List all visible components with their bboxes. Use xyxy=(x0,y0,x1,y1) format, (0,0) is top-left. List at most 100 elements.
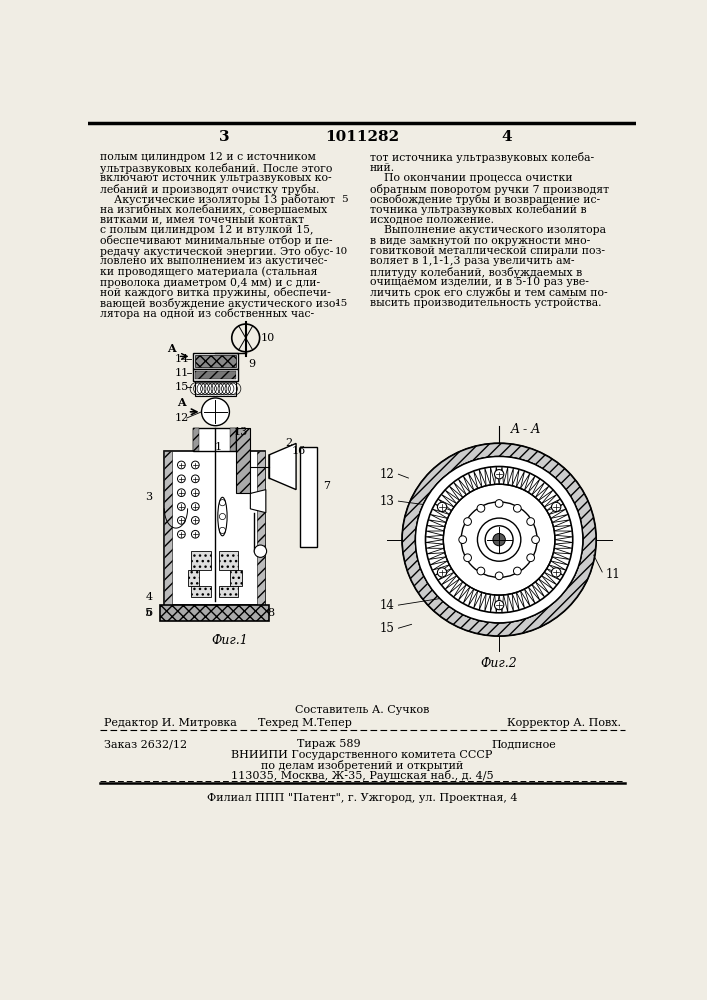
Text: A: A xyxy=(177,397,186,408)
Circle shape xyxy=(464,518,472,525)
Circle shape xyxy=(416,456,583,623)
Text: Техред М.Тепер: Техред М.Тепер xyxy=(259,718,352,728)
Text: 1: 1 xyxy=(215,442,222,452)
Text: Акустические изоляторы 13 работают: Акустические изоляторы 13 работают xyxy=(100,194,335,205)
Text: плитуду колебаний, возбуждаемых в: плитуду колебаний, возбуждаемых в xyxy=(370,267,582,278)
Circle shape xyxy=(527,554,534,562)
Text: 15: 15 xyxy=(174,382,189,392)
Text: вающей возбуждение акустического изо-: вающей возбуждение акустического изо- xyxy=(100,298,339,309)
Circle shape xyxy=(443,484,555,595)
Bar xyxy=(164,451,172,605)
Text: 3: 3 xyxy=(145,492,153,502)
Text: 11: 11 xyxy=(174,368,189,378)
Bar xyxy=(193,428,236,451)
Text: ловлено их выполнением из акустичес-: ловлено их выполнением из акустичес- xyxy=(100,256,327,266)
Text: 12: 12 xyxy=(174,413,189,423)
Text: 4: 4 xyxy=(145,592,153,602)
Text: проволока диаметром 0,4 мм) и с дли-: проволока диаметром 0,4 мм) и с дли- xyxy=(100,277,320,288)
Text: точника ультразвуковых колебаний в: точника ультразвуковых колебаний в xyxy=(370,204,586,215)
Text: 7: 7 xyxy=(323,481,329,491)
Bar xyxy=(192,586,211,597)
Bar xyxy=(192,551,211,570)
Bar xyxy=(257,451,265,605)
Text: ультразвуковых колебаний. После этого: ультразвуковых колебаний. После этого xyxy=(100,163,332,174)
Text: Редактор И. Митровка: Редактор И. Митровка xyxy=(104,718,237,728)
Text: с полым цилиндром 12 и втулкой 15,: с полым цилиндром 12 и втулкой 15, xyxy=(100,225,313,235)
Bar xyxy=(193,428,199,451)
Text: A: A xyxy=(168,343,176,354)
Text: освобождение трубы и возвращение ис-: освобождение трубы и возвращение ис- xyxy=(370,194,600,205)
Bar xyxy=(187,570,199,586)
Bar xyxy=(300,447,317,547)
Circle shape xyxy=(477,567,485,575)
Circle shape xyxy=(551,568,561,577)
Text: 113035, Москва, Ж-35, Раушская наб., д. 4/5: 113035, Москва, Ж-35, Раушская наб., д. … xyxy=(230,770,493,781)
Text: Выполнение акустического изолятора: Выполнение акустического изолятора xyxy=(370,225,606,235)
Polygon shape xyxy=(269,443,296,490)
Circle shape xyxy=(477,518,521,561)
Text: ки проводящего материала (стальная: ки проводящего материала (стальная xyxy=(100,267,317,277)
Circle shape xyxy=(402,443,596,636)
Text: полым цилиндром 12 и с источником: полым цилиндром 12 и с источником xyxy=(100,152,316,162)
Bar xyxy=(218,551,238,570)
Text: тот источника ультразвуковых колеба-: тот источника ультразвуковых колеба- xyxy=(370,152,594,163)
Circle shape xyxy=(495,572,503,580)
Text: ний.: ний. xyxy=(370,163,395,173)
Text: витками и, имея точечный контакт: витками и, имея точечный контакт xyxy=(100,215,304,225)
Text: 5: 5 xyxy=(341,195,348,204)
Bar xyxy=(193,353,238,369)
Text: обратным поворотом ручки 7 производят: обратным поворотом ручки 7 производят xyxy=(370,184,609,195)
Text: исходное положение.: исходное положение. xyxy=(370,215,493,225)
Text: редачу акустической энергии. Это обус-: редачу акустической энергии. Это обус- xyxy=(100,246,333,257)
Text: ВНИИПИ Государственного комитета СССР: ВНИИПИ Государственного комитета СССР xyxy=(231,750,493,760)
Text: Заказ 2632/12: Заказ 2632/12 xyxy=(104,739,187,749)
Text: Корректор А. Повх.: Корректор А. Повх. xyxy=(507,718,621,728)
Text: по делам изобретений и открытий: по делам изобретений и открытий xyxy=(261,760,463,771)
Text: личить срок его службы и тем самым по-: личить срок его службы и тем самым по- xyxy=(370,287,607,298)
Bar xyxy=(194,381,236,396)
Text: 10: 10 xyxy=(334,247,348,256)
Text: Фиг.2: Фиг.2 xyxy=(481,657,518,670)
Text: ной каждого витка пружины, обеспечи-: ной каждого витка пружины, обеспечи- xyxy=(100,287,331,298)
Text: 6: 6 xyxy=(145,608,153,618)
Text: 15: 15 xyxy=(380,622,395,635)
Circle shape xyxy=(493,533,506,546)
Text: 10: 10 xyxy=(260,333,274,343)
Text: 12: 12 xyxy=(380,468,395,481)
Bar xyxy=(230,570,242,586)
Circle shape xyxy=(494,470,504,479)
Text: 13: 13 xyxy=(380,495,395,508)
Text: 13: 13 xyxy=(233,427,247,437)
Bar xyxy=(236,428,250,493)
Circle shape xyxy=(477,504,485,512)
Circle shape xyxy=(438,502,447,512)
Circle shape xyxy=(485,526,513,554)
Text: на изгибных колебаниях, совершаемых: на изгибных колебаниях, совершаемых xyxy=(100,204,327,215)
Text: По окончании процесса очистки: По окончании процесса очистки xyxy=(370,173,573,183)
Text: 15: 15 xyxy=(334,299,348,308)
Text: 3: 3 xyxy=(218,130,229,144)
Text: говитковой металлической спирали поз-: говитковой металлической спирали поз- xyxy=(370,246,604,256)
Circle shape xyxy=(494,600,504,610)
Circle shape xyxy=(464,554,472,562)
Bar xyxy=(195,371,235,379)
Bar xyxy=(164,451,265,605)
Text: 4: 4 xyxy=(501,130,512,144)
Text: включают источник ультразвуковых ко-: включают источник ультразвуковых ко- xyxy=(100,173,332,183)
Text: лебаний и производят очистку трубы.: лебаний и производят очистку трубы. xyxy=(100,184,320,195)
Circle shape xyxy=(513,504,521,512)
Circle shape xyxy=(416,456,583,623)
Polygon shape xyxy=(250,490,266,513)
Circle shape xyxy=(527,518,534,525)
Text: Составитель А. Сучков: Составитель А. Сучков xyxy=(295,705,429,715)
Text: воляет в 1,1-1,3 раза увеличить ам-: воляет в 1,1-1,3 раза увеличить ам- xyxy=(370,256,574,266)
Circle shape xyxy=(532,536,539,544)
Text: 5: 5 xyxy=(145,608,153,618)
Text: Филиал ППП "Патент", г. Ужгород, ул. Проектная, 4: Филиал ППП "Патент", г. Ужгород, ул. Про… xyxy=(206,793,518,803)
Text: лятора на одной из собственных час-: лятора на одной из собственных час- xyxy=(100,308,314,319)
Text: 11: 11 xyxy=(605,568,620,581)
Bar xyxy=(230,428,236,451)
Circle shape xyxy=(513,567,521,575)
Bar xyxy=(193,369,238,381)
Bar xyxy=(218,586,238,597)
